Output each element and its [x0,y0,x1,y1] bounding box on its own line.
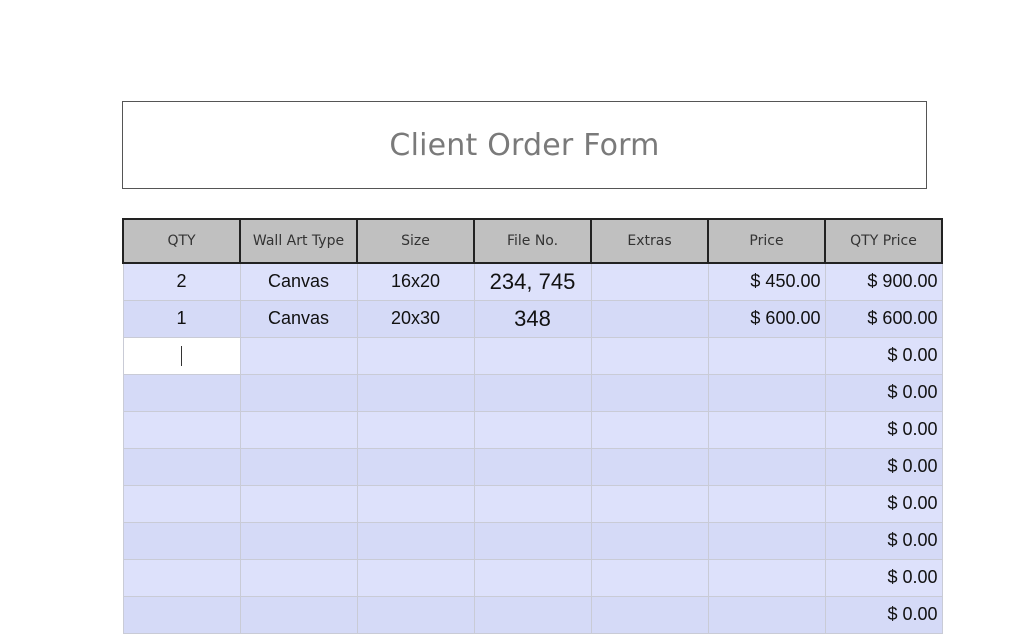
cell-size[interactable] [356,484,475,523]
cell-size[interactable] [356,521,475,560]
cell-price[interactable] [707,595,826,634]
cell-file-no[interactable] [473,521,592,560]
cell-size[interactable] [356,595,475,634]
cell-wall-art-type[interactable] [239,373,358,412]
cell-extras[interactable] [590,521,709,560]
cell-qty[interactable] [122,336,241,375]
cell-wall-art-type[interactable]: Canvas [239,299,358,338]
cell-extras[interactable] [590,447,709,486]
cell-wall-art-type[interactable] [239,410,358,449]
cell-qty-price[interactable]: $ 600.00 [824,299,943,338]
column-header-wall-art-type: Wall Art Type [239,218,358,264]
cell-qty[interactable] [122,558,241,597]
table-row: $ 0.00 [122,373,943,412]
cell-qty[interactable] [122,373,241,412]
table-row: 1 Canvas 20x30 348 $ 600.00 $ 600.00 [122,299,943,338]
cell-size[interactable] [356,336,475,375]
cell-qty[interactable] [122,595,241,634]
table-row: 2 Canvas 16x20 234, 745 $ 450.00 $ 900.00 [122,262,943,301]
cell-extras[interactable] [590,299,709,338]
cell-wall-art-type[interactable] [239,595,358,634]
cell-file-no[interactable] [473,595,592,634]
table-row: $ 0.00 [122,447,943,486]
table-row: $ 0.00 [122,336,943,375]
cell-qty-price[interactable]: $ 0.00 [824,373,943,412]
column-header-extras: Extras [590,218,709,264]
cell-extras[interactable] [590,262,709,301]
cell-price[interactable] [707,558,826,597]
cell-qty[interactable]: 1 [122,299,241,338]
cell-price[interactable]: $ 600.00 [707,299,826,338]
cell-qty-price[interactable]: $ 0.00 [824,410,943,449]
cell-size[interactable] [356,410,475,449]
cell-price[interactable] [707,447,826,486]
cell-qty[interactable]: 2 [122,262,241,301]
cell-file-no[interactable] [473,336,592,375]
cell-price[interactable]: $ 450.00 [707,262,826,301]
table-row: $ 0.00 [122,558,943,597]
cell-qty[interactable] [122,521,241,560]
cell-extras[interactable] [590,410,709,449]
cell-qty[interactable] [122,484,241,523]
cell-size[interactable] [356,558,475,597]
cell-file-no[interactable]: 348 [473,299,592,338]
order-table: QTY Wall Art Type Size File No. Extras Price Q… [122,218,943,634]
cell-qty-price[interactable]: $ 900.00 [824,262,943,301]
cell-extras[interactable] [590,484,709,523]
column-header-size: Size [356,218,475,264]
cell-extras[interactable] [590,336,709,375]
cell-file-no[interactable] [473,447,592,486]
cell-extras[interactable] [590,558,709,597]
column-header-qty-price: QTY Price [824,218,943,264]
cell-qty-price[interactable]: $ 0.00 [824,595,943,634]
cell-file-no[interactable] [473,410,592,449]
cell-size[interactable] [356,373,475,412]
form-title: Client Order Form [389,127,660,163]
column-header-qty: QTY [122,218,241,264]
cell-wall-art-type[interactable] [239,521,358,560]
text-cursor [181,346,182,367]
table-row: $ 0.00 [122,410,943,449]
cell-file-no[interactable] [473,373,592,412]
table-row: $ 0.00 [122,595,943,634]
cell-qty[interactable] [122,410,241,449]
cell-extras[interactable] [590,373,709,412]
cell-price[interactable] [707,410,826,449]
cell-qty-price[interactable]: $ 0.00 [824,336,943,375]
cell-size[interactable]: 20x30 [356,299,475,338]
cell-wall-art-type[interactable] [239,484,358,523]
cell-file-no[interactable]: 234, 745 [473,262,592,301]
cell-extras[interactable] [590,595,709,634]
cell-qty-price[interactable]: $ 0.00 [824,521,943,560]
cell-qty-price[interactable]: $ 0.00 [824,558,943,597]
cell-qty-price[interactable]: $ 0.00 [824,484,943,523]
header-row: QTY Wall Art Type Size File No. Extras Price Q… [122,218,943,264]
form-title-box: Client Order Form [122,101,927,189]
column-header-price: Price [707,218,826,264]
cell-wall-art-type[interactable] [239,447,358,486]
cell-wall-art-type[interactable] [239,558,358,597]
cell-size[interactable] [356,447,475,486]
cell-price[interactable] [707,521,826,560]
cell-price[interactable] [707,484,826,523]
cell-file-no[interactable] [473,484,592,523]
cell-wall-art-type[interactable]: Canvas [239,262,358,301]
table-row: $ 0.00 [122,484,943,523]
cell-qty-price[interactable]: $ 0.00 [824,447,943,486]
table-row: $ 0.00 [122,521,943,560]
column-header-file-no: File No. [473,218,592,264]
cell-price[interactable] [707,336,826,375]
cell-size[interactable]: 16x20 [356,262,475,301]
cell-qty[interactable] [122,447,241,486]
cell-file-no[interactable] [473,558,592,597]
cell-wall-art-type[interactable] [239,336,358,375]
cell-price[interactable] [707,373,826,412]
